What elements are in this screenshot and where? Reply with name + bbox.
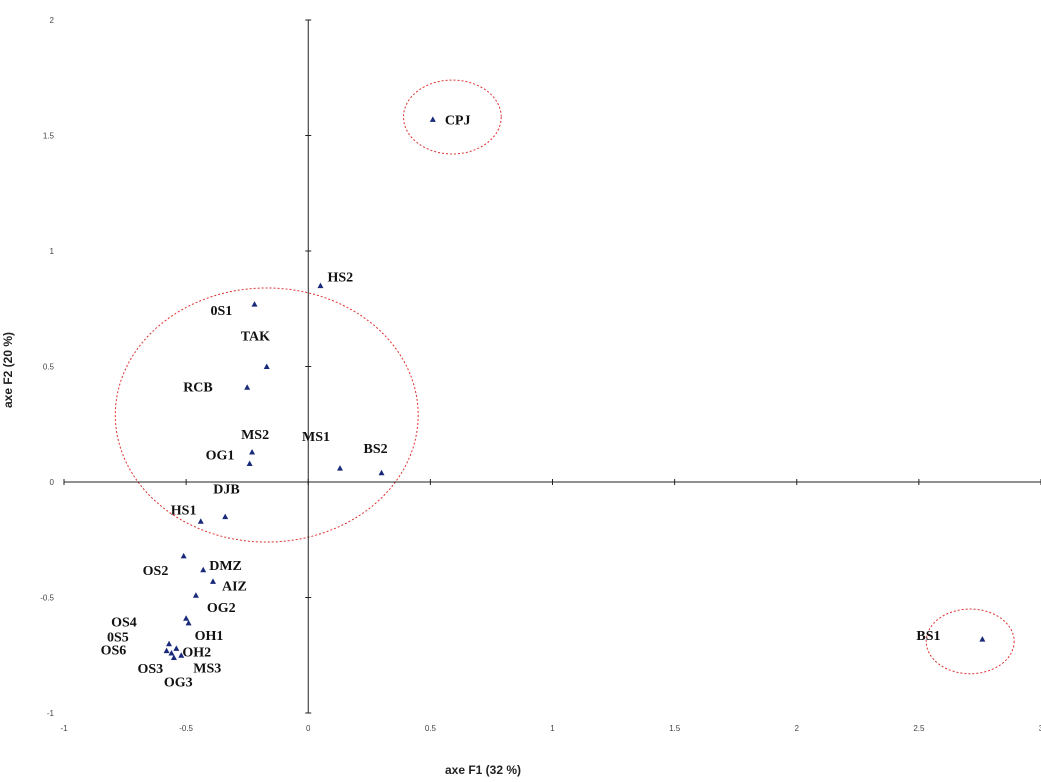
data-point-label: MS1 — [302, 430, 330, 445]
data-point-label: OG3 — [164, 676, 193, 691]
data-point-label: OS3 — [137, 662, 163, 677]
data-points: CPJ HS2 0S1 TAK RCB MS2 OG1 MS1 BS2 DJB HS1 OS2 DMZ A… — [101, 113, 986, 691]
x-tick-label: 3 — [1039, 724, 1041, 733]
data-point-label: HS1 — [171, 503, 197, 518]
data-point-label: CPJ — [445, 113, 471, 128]
y-tick-label: -0.5 — [40, 594, 54, 603]
data-point-marker — [251, 301, 258, 307]
x-tick-label: -0.5 — [179, 724, 193, 733]
y-tick-label: 0 — [50, 478, 55, 487]
data-point-marker — [170, 654, 177, 661]
data-point-marker — [246, 460, 253, 467]
data-point-marker — [378, 469, 385, 476]
data-point-label: 0S5 — [107, 631, 129, 646]
data-point-label: DMZ — [209, 559, 242, 574]
y-tick-label: -1 — [47, 709, 55, 718]
group-ellipse — [114, 287, 419, 543]
x-tick-label: 2.5 — [913, 724, 925, 733]
data-point-marker — [337, 465, 344, 471]
data-point-label: OS4 — [111, 615, 137, 630]
axis-ticks: -1 -0.5 0 0.5 1 1.5 2 2.5 3 -1 -0.5 0 0.5 1 1.5 2 — [40, 16, 1041, 733]
data-point-marker — [178, 652, 185, 658]
x-tick-label: 1 — [550, 724, 555, 733]
data-point-marker — [180, 552, 187, 559]
data-point-label: OS6 — [101, 644, 127, 659]
data-point-label: MS3 — [193, 661, 221, 676]
data-point-label: DJB — [213, 483, 239, 498]
data-point-marker — [244, 384, 251, 390]
data-point-marker — [185, 619, 192, 626]
data-point-label: OG2 — [207, 601, 236, 616]
data-point-label: OH2 — [182, 645, 211, 660]
data-point-label: RCB — [183, 380, 213, 395]
data-point-marker — [163, 647, 170, 654]
data-point-marker — [317, 282, 324, 289]
data-point-marker — [429, 116, 436, 122]
data-point-label: TAK — [241, 330, 270, 345]
x-tick-label: 0 — [306, 724, 311, 733]
data-point-marker — [168, 649, 175, 656]
data-point-label: OS2 — [143, 564, 169, 579]
data-point-label: OH1 — [195, 629, 224, 644]
x-tick-label: 2 — [795, 724, 800, 733]
data-point-marker — [173, 645, 180, 651]
data-point-label: 0S1 — [211, 304, 233, 319]
data-point-label: MS2 — [241, 428, 269, 443]
data-point-marker — [197, 518, 204, 524]
x-tick-label: 0.5 — [425, 724, 437, 733]
y-axis-title: axe F2 (20 %) — [1, 332, 15, 408]
data-point-label: AIZ — [222, 579, 247, 594]
data-point-marker — [200, 566, 207, 573]
data-point-marker — [183, 615, 190, 621]
data-point-marker — [222, 513, 229, 520]
data-point-label: BS2 — [364, 442, 388, 457]
x-tick-label: -1 — [60, 724, 68, 733]
data-point-label: HS2 — [327, 271, 353, 286]
y-tick-label: 0.5 — [43, 363, 55, 372]
y-tick-label: 2 — [50, 16, 55, 25]
x-axis-title: axe F1 (32 %) — [445, 763, 521, 777]
data-point-marker — [263, 363, 270, 369]
y-tick-label: 1 — [50, 247, 55, 256]
y-tick-label: 1.5 — [43, 132, 55, 141]
data-point-marker — [979, 636, 986, 642]
x-tick-label: 1.5 — [669, 724, 681, 733]
group-ellipses — [114, 79, 1015, 675]
data-point-label: BS1 — [916, 629, 940, 644]
data-point-label: OG1 — [206, 449, 235, 464]
group-ellipse — [925, 608, 1015, 675]
data-point-marker — [192, 592, 199, 598]
group-ellipse — [403, 79, 502, 155]
data-point-marker — [209, 578, 216, 584]
data-point-marker — [249, 448, 256, 455]
data-point-marker — [166, 640, 173, 647]
